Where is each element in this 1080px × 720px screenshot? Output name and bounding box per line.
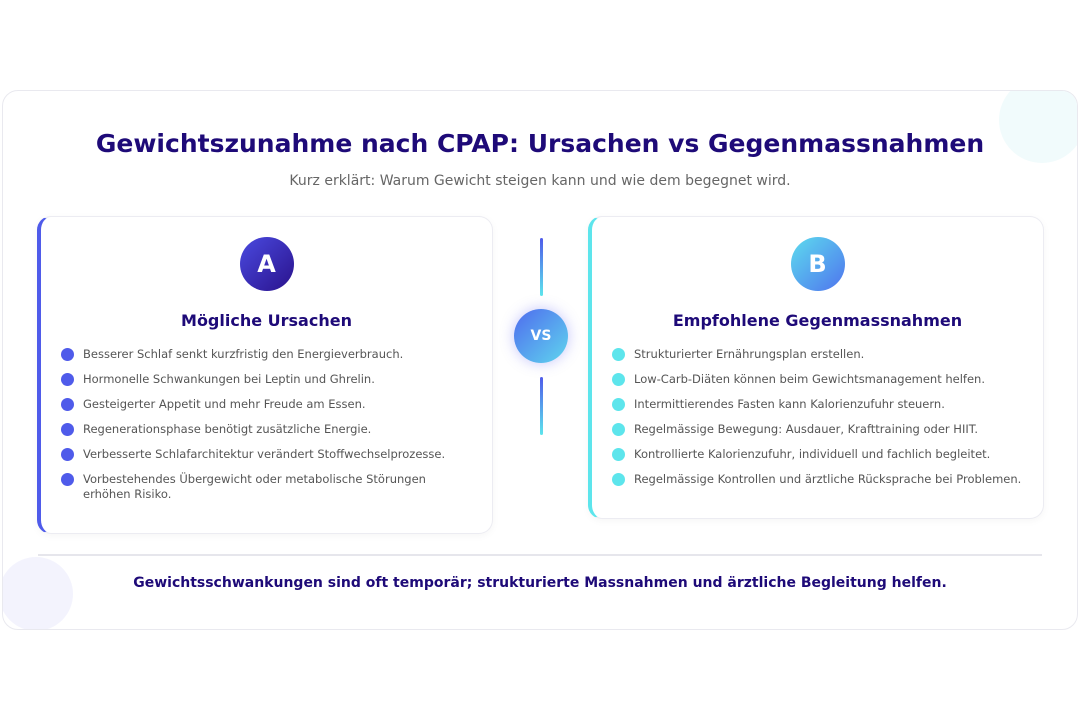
list-item: Hormonelle Schwankungen bei Leptin und G… [61, 372, 472, 387]
list-item: Kontrollierte Kalorienzufuhr, individuel… [612, 447, 1023, 462]
item-text: Kontrollierte Kalorienzufuhr, individuel… [634, 447, 991, 461]
page-subtitle: Kurz erklärt: Warum Gewicht steigen kann… [289, 173, 791, 189]
bullet-icon [612, 348, 625, 361]
item-text: Gesteigerter Appetit und mehr Freude am … [83, 397, 366, 411]
divider [38, 554, 1042, 556]
badge-a: A [239, 237, 294, 291]
list-item: Low-Carb-Diäten können beim Gewichtsmana… [612, 372, 1023, 387]
item-text: Regenerationsphase benötigt zusätzliche … [83, 422, 372, 436]
decorative-circle [3, 557, 73, 629]
bullet-icon [61, 423, 74, 436]
measures-title: Empfohlene Gegenmassnahmen [672, 311, 963, 330]
bullet-icon [61, 473, 74, 486]
bullet-icon [612, 398, 625, 411]
item-text: Strukturierter Ernährungsplan erstellen. [634, 347, 865, 361]
connector-line [540, 377, 543, 435]
list-item: Strukturierter Ernährungsplan erstellen. [612, 347, 1023, 362]
list-item: Regelmässige Bewegung: Ausdauer, Krafttr… [612, 422, 1023, 437]
connector-line [540, 238, 543, 296]
item-text: Vorbestehendes Übergewicht oder metaboli… [83, 472, 426, 501]
item-text: Hormonelle Schwankungen bei Leptin und G… [83, 372, 375, 386]
list-item: Vorbestehendes Übergewicht oder metaboli… [61, 472, 472, 502]
page-title: Gewichtszunahme nach CPAP: Ursachen vs G… [95, 129, 985, 158]
bullet-icon [61, 398, 74, 411]
bullet-icon [61, 448, 74, 461]
item-text: Verbesserte Schlafarchitektur verändert … [83, 447, 446, 461]
item-text: Regelmässige Bewegung: Ausdauer, Krafttr… [634, 422, 979, 436]
item-text: Besserer Schlaf senkt kurzfristig den En… [83, 347, 404, 361]
causes-title: Mögliche Ursachen [181, 311, 352, 330]
list-item: Besserer Schlaf senkt kurzfristig den En… [61, 347, 472, 362]
badge-b: B [790, 237, 845, 291]
list-item: Regenerationsphase benötigt zusätzliche … [61, 422, 472, 437]
item-text: Intermittierendes Fasten kann Kalorienzu… [634, 397, 945, 411]
footer-note: Gewichtsschwankungen sind oft temporär; … [133, 575, 947, 591]
infographic-card: Gewichtszunahme nach CPAP: Ursachen vs G… [2, 90, 1078, 630]
bullet-icon [612, 473, 625, 486]
bullet-icon [612, 423, 625, 436]
item-text: Low-Carb-Diäten können beim Gewichtsmana… [634, 372, 986, 386]
measures-card: B Empfohlene Gegenmassnahmen Strukturier… [588, 216, 1044, 519]
item-text: Regelmässige Kontrollen und ärztliche Rü… [634, 472, 1022, 486]
measures-list: Strukturierter Ernährungsplan erstellen.… [612, 347, 1023, 497]
vs-badge: VS [514, 309, 568, 363]
causes-list: Besserer Schlaf senkt kurzfristig den En… [61, 347, 472, 512]
bullet-icon [61, 373, 74, 386]
list-item: Regelmässige Kontrollen und ärztliche Rü… [612, 472, 1023, 487]
list-item: Gesteigerter Appetit und mehr Freude am … [61, 397, 472, 412]
decorative-circle [999, 91, 1077, 163]
causes-card: A Mögliche Ursachen Besserer Schlaf senk… [37, 216, 493, 534]
bullet-icon [612, 373, 625, 386]
bullet-icon [612, 448, 625, 461]
bullet-icon [61, 348, 74, 361]
list-item: Verbesserte Schlafarchitektur verändert … [61, 447, 472, 462]
list-item: Intermittierendes Fasten kann Kalorienzu… [612, 397, 1023, 412]
